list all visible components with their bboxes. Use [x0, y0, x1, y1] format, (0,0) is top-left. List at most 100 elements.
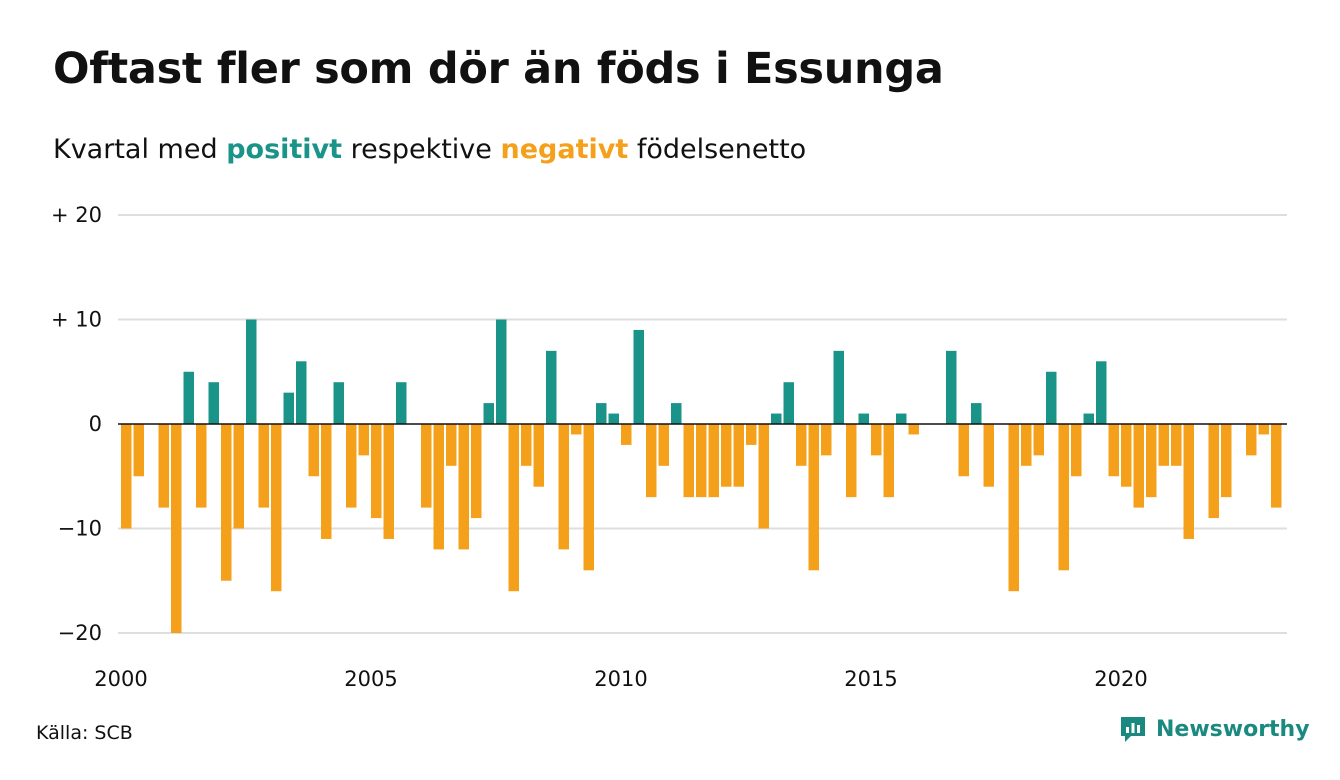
bar-negative [708, 424, 719, 498]
bar-negative [521, 424, 532, 466]
bar-negative [1208, 424, 1219, 519]
bar-negative [1008, 424, 1019, 592]
bar-positive [671, 403, 682, 424]
bar-negative [1246, 424, 1257, 456]
bars [121, 319, 1282, 633]
bar-negative [1058, 424, 1069, 571]
bar-positive [1096, 361, 1107, 424]
bar-negative [646, 424, 657, 498]
x-tick-label: 2010 [594, 667, 647, 691]
bar-negative [271, 424, 282, 592]
newsworthy-logo: Newsworthy [1118, 714, 1310, 744]
bar-negative [171, 424, 182, 633]
bar-negative [1071, 424, 1082, 477]
bar-negative [221, 424, 232, 581]
chart-title: Oftast fler som dör än föds i Essunga [53, 44, 944, 94]
bar-negative [358, 424, 369, 456]
x-tick-label: 2015 [844, 667, 897, 691]
bar-negative [733, 424, 744, 487]
grid-lines [118, 214, 1287, 634]
bar-positive [483, 403, 494, 424]
bar-negative [1171, 424, 1182, 466]
bar-negative [846, 424, 857, 498]
bar-negative [1021, 424, 1032, 466]
bar-negative [258, 424, 269, 508]
bar-positive [896, 413, 907, 424]
bar-negative [683, 424, 694, 498]
bar-negative [758, 424, 769, 529]
bar-negative [433, 424, 444, 550]
bar-negative [383, 424, 394, 539]
x-tick-label: 2000 [94, 667, 147, 691]
bar-negative [1121, 424, 1132, 487]
bar-negative [1146, 424, 1157, 498]
bar-negative [658, 424, 669, 466]
y-tick-label: −20 [58, 621, 102, 645]
bar-negative [983, 424, 994, 487]
bar-negative [746, 424, 757, 445]
subtitle-positive-label: positivt [226, 134, 343, 165]
bar-positive [608, 413, 619, 424]
bar-negative [1221, 424, 1232, 498]
subtitle-negative-label: negativt [500, 134, 629, 165]
bar-positive [246, 319, 257, 424]
bar-negative [471, 424, 482, 519]
bar-negative [196, 424, 207, 508]
bar-negative [121, 424, 132, 529]
y-axis: + 20 + 10 0 −10 −20 [51, 203, 102, 645]
y-tick-label: 0 [89, 412, 102, 436]
source-label: Källa: SCB [36, 722, 133, 744]
bar-negative [883, 424, 894, 498]
chart-subtitle: Kvartal med positivt respektive negativt… [53, 134, 806, 165]
bar-negative [821, 424, 832, 456]
x-axis: 2000 2005 2010 2015 2020 [94, 667, 1147, 691]
bar-negative [533, 424, 544, 487]
x-tick-label: 2005 [344, 667, 397, 691]
bar-negative [558, 424, 569, 550]
bar-negative [133, 424, 144, 477]
bar-negative [696, 424, 707, 498]
bar-negative [508, 424, 519, 592]
bar-negative [1271, 424, 1282, 508]
bar-positive [283, 392, 294, 424]
bar-positive [596, 403, 607, 424]
bar-negative [721, 424, 732, 487]
bar-negative [796, 424, 807, 466]
bar-positive [633, 329, 644, 424]
bar-negative [1258, 424, 1269, 435]
bar-negative [808, 424, 819, 571]
bar-positive [296, 361, 307, 424]
bar-positive [858, 413, 869, 424]
bar-negative [1108, 424, 1119, 477]
bar-negative [346, 424, 357, 508]
bar-positive [833, 350, 844, 424]
bar-positive [946, 350, 957, 424]
bar-positive [546, 350, 557, 424]
bar-negative [421, 424, 432, 508]
bar-positive [496, 319, 507, 424]
bar-negative [1158, 424, 1169, 466]
bar-negative [621, 424, 632, 445]
bar-negative [371, 424, 382, 519]
bar-positive [783, 382, 794, 424]
bar-positive [183, 371, 194, 424]
bar-negative [958, 424, 969, 477]
bar-positive [333, 382, 344, 424]
bar-positive [208, 382, 219, 424]
x-tick-label: 2020 [1094, 667, 1147, 691]
bar-negative [446, 424, 457, 466]
y-tick-label: −10 [58, 517, 102, 541]
bar-negative [308, 424, 319, 477]
bar-negative [1033, 424, 1044, 456]
bar-negative [908, 424, 919, 435]
bar-negative [871, 424, 882, 456]
bar-positive [971, 403, 982, 424]
subtitle-suffix: födelsenetto [628, 134, 807, 165]
logo-text: Newsworthy [1156, 716, 1310, 742]
bar-negative [583, 424, 594, 571]
bar-negative [1183, 424, 1194, 539]
bar-negative [458, 424, 469, 550]
bar-negative [158, 424, 169, 508]
bar-negative [571, 424, 582, 435]
y-tick-label: + 10 [51, 308, 102, 332]
